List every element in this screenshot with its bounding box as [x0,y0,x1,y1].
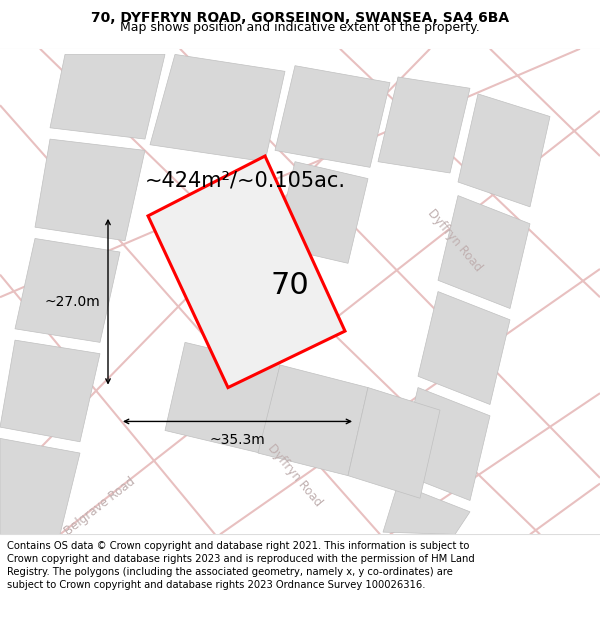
Polygon shape [150,54,285,162]
Text: Belgrave Road: Belgrave Road [62,474,138,538]
Text: Map shows position and indicative extent of the property.: Map shows position and indicative extent… [120,21,480,34]
Polygon shape [275,162,368,263]
Text: Dyffryn Road: Dyffryn Road [425,207,485,274]
Text: Dyffryn Road: Dyffryn Road [265,442,325,509]
Polygon shape [348,388,440,498]
Polygon shape [275,66,390,168]
Polygon shape [438,196,530,309]
Polygon shape [458,94,550,207]
Polygon shape [50,54,165,139]
Text: 70, DYFFRYN ROAD, GORSEINON, SWANSEA, SA4 6BA: 70, DYFFRYN ROAD, GORSEINON, SWANSEA, SA… [91,11,509,25]
Polygon shape [398,388,490,501]
Polygon shape [148,156,345,388]
Polygon shape [418,291,510,404]
Polygon shape [0,340,100,442]
Polygon shape [15,239,120,342]
Polygon shape [383,484,470,534]
Text: ~27.0m: ~27.0m [44,295,100,309]
Text: ~35.3m: ~35.3m [209,432,265,447]
Text: ~424m²/~0.105ac.: ~424m²/~0.105ac. [145,171,346,191]
Polygon shape [258,365,368,476]
Polygon shape [165,342,280,453]
Polygon shape [35,139,145,241]
Polygon shape [378,77,470,173]
Text: Contains OS data © Crown copyright and database right 2021. This information is : Contains OS data © Crown copyright and d… [7,541,475,591]
Polygon shape [0,438,80,534]
Text: 70: 70 [271,271,310,301]
